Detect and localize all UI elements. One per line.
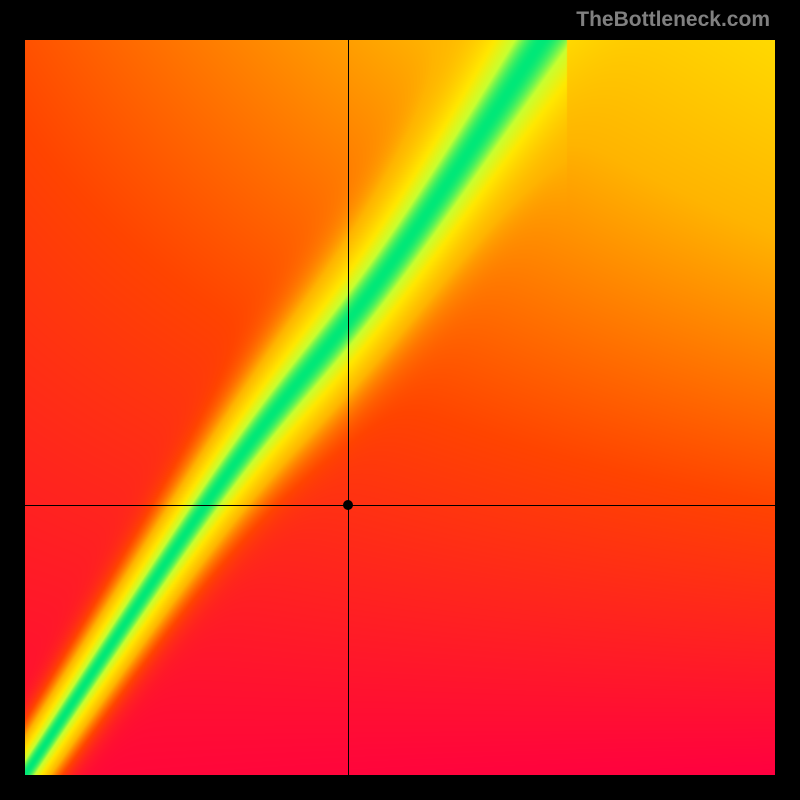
watermark-text: TheBottleneck.com [576, 8, 770, 32]
heatmap-canvas [25, 40, 775, 775]
heatmap-plot [25, 40, 775, 775]
chart-container: TheBottleneck.com [0, 0, 800, 800]
